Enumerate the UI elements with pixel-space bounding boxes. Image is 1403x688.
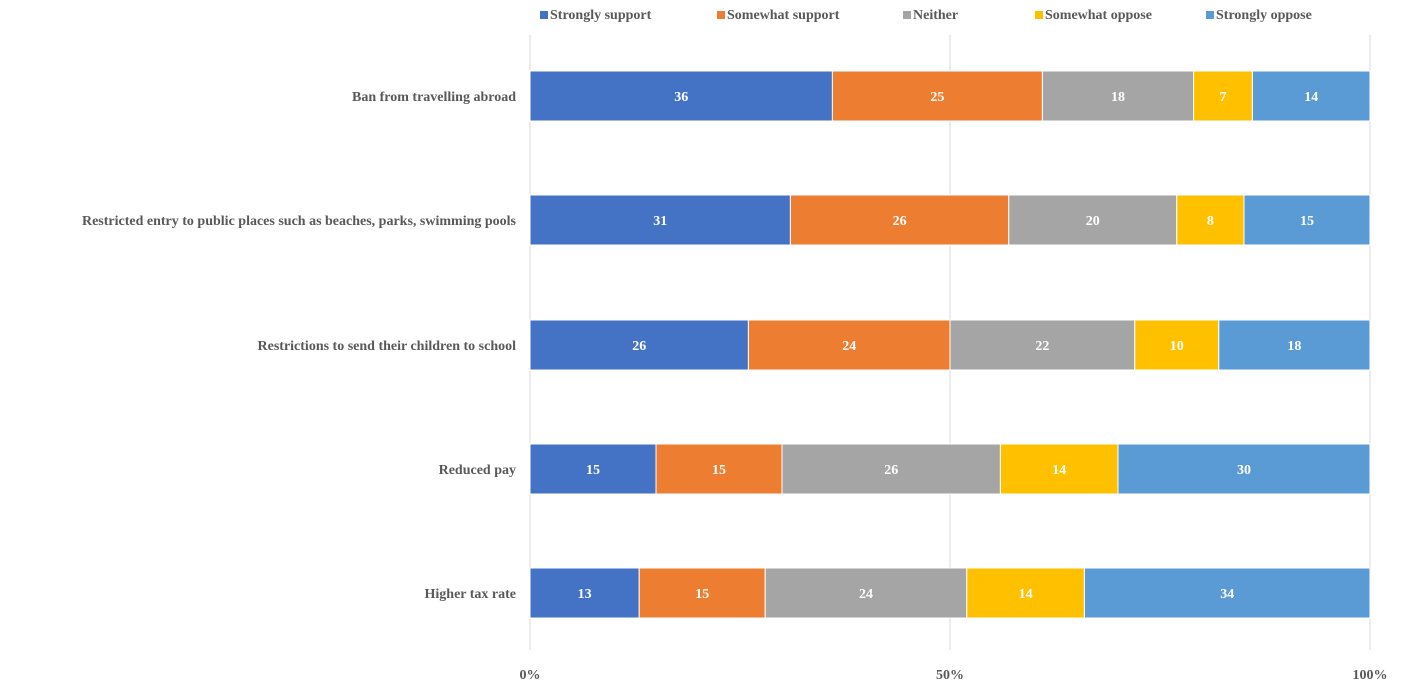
bar-segment — [638, 567, 766, 619]
bar-segment — [529, 70, 833, 122]
data-label: 24 — [859, 587, 873, 602]
bar-segment — [1218, 319, 1371, 371]
legend-swatch — [1206, 11, 1214, 19]
bar-segment — [831, 70, 1043, 122]
data-label: 18 — [1111, 90, 1125, 105]
legend-label: Somewhat oppose — [1045, 8, 1152, 23]
legend-label: Somewhat support — [727, 8, 840, 23]
data-label: 15 — [1300, 214, 1314, 229]
data-label: 13 — [578, 587, 592, 602]
bar-segment — [1251, 70, 1371, 122]
bar-segment — [529, 567, 640, 619]
legend: Strongly support Somewhat support Neither S… — [540, 8, 1312, 23]
data-label: 14 — [1019, 587, 1033, 602]
data-label: 20 — [1086, 214, 1100, 229]
bar-segment — [966, 567, 1085, 619]
data-label: 26 — [884, 463, 898, 478]
data-label: 14 — [1304, 90, 1318, 105]
category-label: Higher tax rate — [425, 587, 517, 602]
category-label: Restrictions to send their children to s… — [258, 339, 517, 354]
bar-segment — [1134, 319, 1220, 371]
legend-swatch — [717, 11, 725, 19]
legend-label: Neither — [913, 8, 958, 23]
bar-segment — [529, 319, 749, 371]
bar-segment — [1176, 194, 1245, 246]
bar-segment — [764, 567, 968, 619]
x-tick-label: 100% — [1353, 668, 1388, 683]
legend-swatch — [540, 11, 548, 19]
legend-label: Strongly support — [550, 8, 652, 23]
data-labels: 36 25 18 7 14 31 26 20 8 15 26 24 22 10 18 15 15 26 14 30 13… — [578, 90, 1319, 602]
bar-segment — [789, 194, 1010, 246]
data-label: 18 — [1287, 339, 1301, 354]
data-label: 24 — [842, 339, 856, 354]
bar-segment — [1117, 443, 1371, 495]
bar-segment — [529, 194, 791, 246]
category-labels: Ban from travelling abroad Restricted ent… — [82, 90, 517, 602]
data-label: 22 — [1035, 339, 1049, 354]
bar-segment — [655, 443, 783, 495]
category-label: Reduced pay — [439, 463, 516, 478]
data-label: 15 — [586, 463, 600, 478]
category-label: Ban from travelling abroad — [352, 90, 516, 105]
bar-segment — [999, 443, 1119, 495]
data-label: 15 — [695, 587, 709, 602]
bar-segment — [1193, 70, 1253, 122]
legend-swatch — [903, 11, 911, 19]
x-tick-label: 50% — [936, 668, 964, 683]
bar-segment — [781, 443, 1001, 495]
bar-segment — [529, 443, 657, 495]
bar-segment — [1008, 194, 1178, 246]
legend-swatch — [1035, 11, 1043, 19]
data-label: 7 — [1220, 90, 1227, 105]
data-label: 14 — [1052, 463, 1066, 478]
bar-segment — [1083, 567, 1371, 619]
bar-segment — [1041, 70, 1195, 122]
data-label: 30 — [1237, 463, 1251, 478]
data-label: 26 — [893, 214, 907, 229]
data-label: 8 — [1207, 214, 1214, 229]
data-label: 36 — [674, 90, 688, 105]
bar-segment — [747, 319, 951, 371]
data-label: 26 — [632, 339, 646, 354]
bar-segment — [949, 319, 1136, 371]
x-tick-label: 0% — [520, 668, 541, 683]
category-label: Restricted entry to public places such a… — [82, 214, 517, 229]
data-label: 10 — [1170, 339, 1184, 354]
data-label: 34 — [1220, 587, 1234, 602]
data-label: 31 — [653, 214, 667, 229]
bar-segment — [1243, 194, 1371, 246]
data-label: 15 — [712, 463, 726, 478]
bars — [529, 70, 1371, 619]
x-axis-ticks: 0% 50% 100% — [520, 668, 1388, 683]
data-label: 25 — [930, 90, 944, 105]
legend-label: Strongly oppose — [1216, 8, 1312, 23]
